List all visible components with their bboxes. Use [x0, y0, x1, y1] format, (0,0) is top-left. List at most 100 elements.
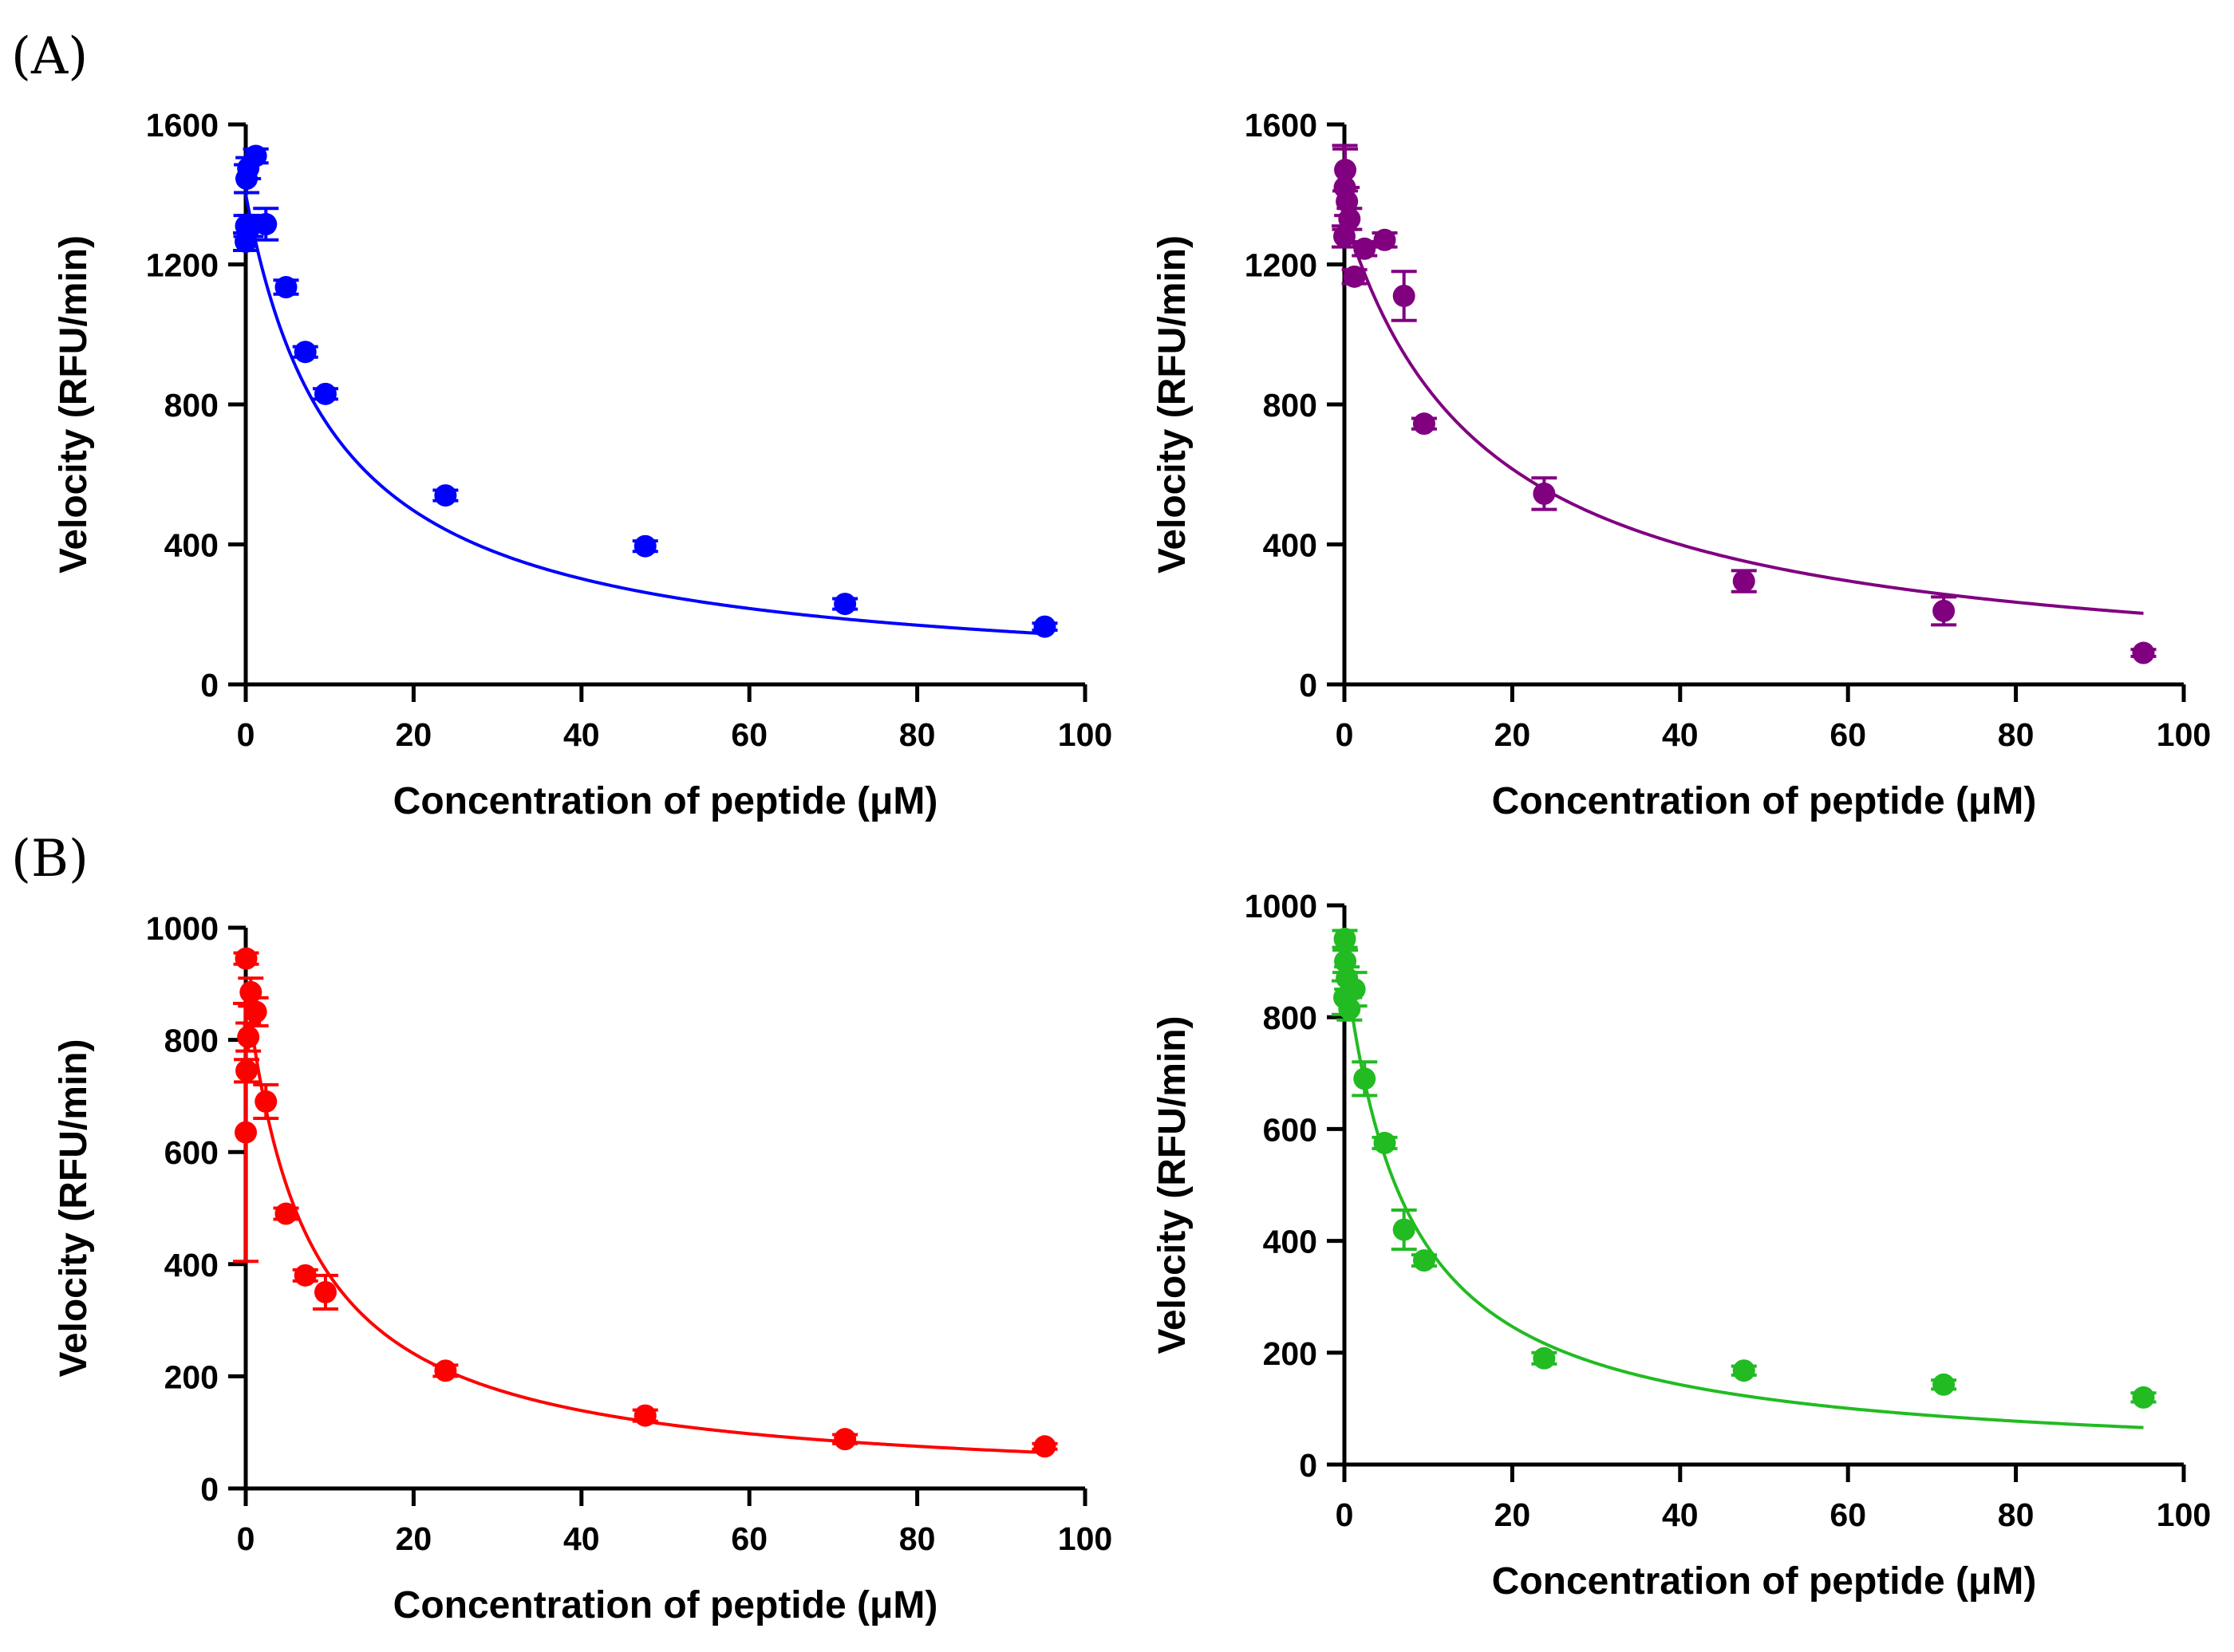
chart-b-left: 0 200 400 600 800 1000 0 20 40 60 80 100 Concentrati… — [53, 910, 1112, 1626]
y-tick-label: 400 — [1263, 1224, 1317, 1260]
data-point — [1373, 228, 1396, 251]
x-tick-label: 60 — [1829, 716, 1866, 753]
data-point — [2132, 641, 2155, 664]
data-point — [1343, 265, 1366, 288]
x-tick-label: 0 — [1336, 1496, 1354, 1533]
x-tick-label: 100 — [2157, 716, 2211, 753]
data-point — [1334, 159, 1357, 182]
data-point — [1343, 978, 1366, 1001]
data-point — [2132, 1386, 2155, 1409]
x-tick-label: 60 — [1829, 1496, 1866, 1533]
x-tick-label: 40 — [563, 1520, 600, 1557]
data-point — [255, 1090, 278, 1113]
data-point — [235, 1059, 259, 1082]
x-tick-label: 40 — [1662, 716, 1699, 753]
chart-a-left: 0 400 800 1200 1600 0 20 40 60 80 100 Concentration… — [53, 107, 1112, 822]
fit-curve — [1343, 958, 2144, 1429]
data-point — [314, 382, 337, 405]
x-axis-title: Concentration of peptide (μM) — [1492, 780, 2037, 822]
y-axis-title: Velocity (RFU/min) — [53, 235, 95, 574]
y-tick-label: 600 — [164, 1134, 219, 1171]
x-tick-label: 20 — [396, 1520, 432, 1557]
y-tick-label: 1600 — [1245, 107, 1317, 144]
data-point — [1338, 997, 1361, 1020]
data-point — [274, 276, 298, 299]
x-tick-label: 0 — [237, 1520, 255, 1557]
data-point — [1353, 237, 1376, 260]
data-point — [1932, 599, 1956, 622]
x-tick-label: 0 — [237, 716, 255, 753]
x-tick-label: 100 — [1058, 1520, 1112, 1557]
data-point — [239, 980, 262, 1003]
x-tick-label: 80 — [899, 1520, 936, 1557]
x-tick-label: 60 — [731, 1520, 768, 1557]
panel-label-a: (A) — [11, 27, 88, 86]
fit-curve — [244, 194, 1045, 636]
y-tick-label: 200 — [164, 1358, 219, 1395]
data-point — [834, 593, 857, 616]
x-axis-title: Concentration of peptide (μM) — [393, 1584, 938, 1626]
x-tick-label: 20 — [396, 716, 432, 753]
data-point — [244, 144, 267, 168]
y-tick-label: 0 — [1299, 1447, 1317, 1484]
y-tick-label: 0 — [200, 667, 219, 704]
x-tick-label: 20 — [1494, 716, 1531, 753]
x-tick-label: 0 — [1336, 716, 1354, 753]
data-point — [1392, 284, 1415, 307]
data-point — [1033, 1435, 1056, 1458]
y-tick-label: 800 — [1263, 999, 1317, 1036]
y-axis-title: Velocity (RFU/min) — [1151, 235, 1194, 574]
y-axis-title: Velocity (RFU/min) — [53, 1039, 95, 1377]
data-point — [1333, 928, 1356, 951]
data-point — [235, 1121, 257, 1144]
y-tick-label: 0 — [200, 1471, 219, 1508]
y-tick-label: 1000 — [146, 910, 219, 947]
data-point — [1533, 1346, 1556, 1370]
data-point — [1392, 1218, 1415, 1241]
y-axis-title: Velocity (RFU/min) — [1151, 1015, 1194, 1354]
data-point — [633, 1404, 657, 1427]
data-point — [1338, 207, 1361, 231]
data-point — [434, 484, 457, 507]
data-point — [235, 947, 258, 970]
y-tick-label: 600 — [1263, 1111, 1317, 1148]
data-point — [1732, 570, 1755, 593]
x-tick-label: 100 — [2157, 1496, 2211, 1533]
x-tick-label: 100 — [1058, 716, 1112, 753]
data-point — [1732, 1359, 1755, 1382]
x-axis-title: Concentration of peptide (μM) — [1492, 1560, 2037, 1603]
y-tick-label: 1600 — [146, 107, 219, 144]
data-point — [1932, 1373, 1956, 1396]
y-tick-label: 800 — [164, 387, 219, 424]
data-point — [633, 534, 657, 558]
x-tick-label: 40 — [1662, 1496, 1699, 1533]
data-point — [237, 1026, 260, 1049]
chart-b-right: 0 200 400 600 800 1000 0 20 40 60 80 100 Concentrati… — [1151, 888, 2211, 1603]
y-tick-label: 1200 — [1245, 247, 1317, 284]
data-point — [834, 1428, 857, 1451]
data-point — [255, 213, 278, 236]
data-point — [1412, 1249, 1435, 1272]
data-point — [244, 1000, 267, 1023]
x-tick-label: 40 — [563, 716, 600, 753]
data-point — [1412, 412, 1435, 436]
x-tick-label: 80 — [1998, 1496, 2035, 1533]
data-point — [294, 1264, 317, 1287]
panel-label-b: (B) — [11, 830, 89, 889]
data-point — [1353, 1067, 1376, 1090]
y-tick-label: 400 — [164, 1247, 219, 1283]
y-tick-label: 1200 — [146, 247, 219, 284]
x-tick-label: 80 — [899, 716, 936, 753]
y-tick-label: 200 — [1263, 1335, 1317, 1372]
data-point — [1373, 1131, 1396, 1154]
y-tick-label: 800 — [1263, 387, 1317, 424]
data-point — [314, 1280, 337, 1303]
x-tick-label: 80 — [1998, 716, 2035, 753]
data-point — [294, 341, 317, 364]
fit-curve — [244, 984, 1045, 1454]
y-tick-label: 800 — [164, 1023, 219, 1059]
y-tick-label: 400 — [164, 527, 219, 564]
y-tick-label: 0 — [1299, 667, 1317, 704]
x-axis-title: Concentration of peptide (μM) — [393, 780, 938, 822]
